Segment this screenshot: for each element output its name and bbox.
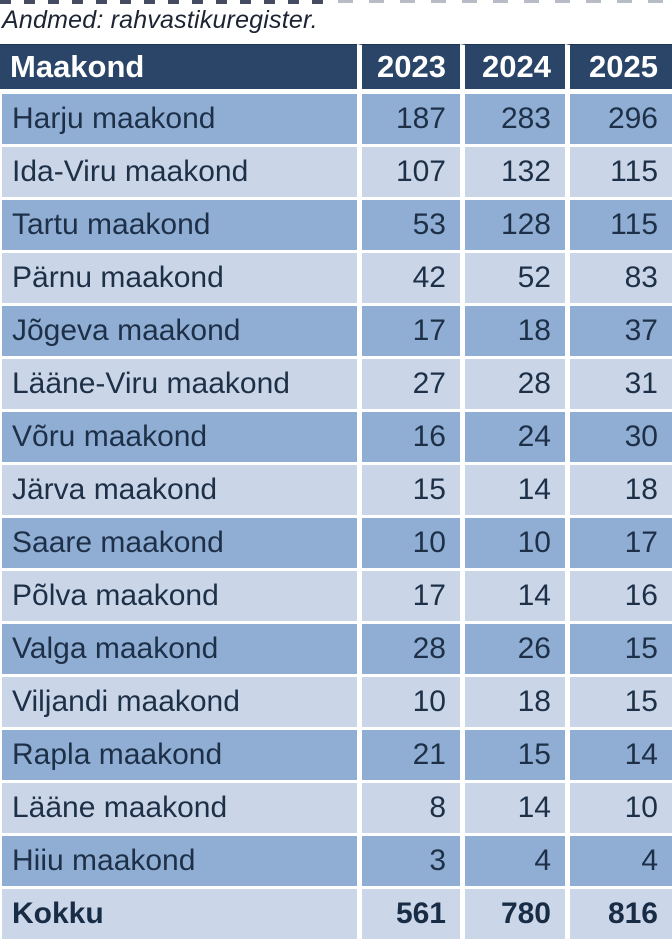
value-cell: 26 <box>460 621 565 674</box>
value-cell: 10 <box>565 780 672 833</box>
value-cell: 128 <box>460 197 565 250</box>
value-cell: 115 <box>565 144 672 197</box>
value-cell: 10 <box>357 515 460 568</box>
value-cell: 21 <box>357 727 460 780</box>
value-cell: 296 <box>565 91 672 144</box>
value-cell: 4 <box>565 833 672 886</box>
value-cell: 16 <box>565 568 672 621</box>
value-cell: 53 <box>357 197 460 250</box>
value-cell: 15 <box>565 674 672 727</box>
total-value-cell: 780 <box>460 886 565 939</box>
value-cell: 14 <box>460 780 565 833</box>
table-row: Järva maakond 15 14 18 <box>0 462 672 515</box>
table-row: Ida-Viru maakond 107 132 115 <box>0 144 672 197</box>
value-cell: 37 <box>565 303 672 356</box>
county-name-cell: Tartu maakond <box>0 197 357 250</box>
county-name-cell: Ida-Viru maakond <box>0 144 357 197</box>
county-name-cell: Saare maakond <box>0 515 357 568</box>
table-row: Lääne maakond 8 14 10 <box>0 780 672 833</box>
county-name-cell: Pärnu maakond <box>0 250 357 303</box>
county-name-cell: Valga maakond <box>0 621 357 674</box>
source-note: Andmed: rahvastikuregister. <box>2 6 318 34</box>
value-cell: 283 <box>460 91 565 144</box>
table-row: Võru maakond 16 24 30 <box>0 409 672 462</box>
value-cell: 30 <box>565 409 672 462</box>
table-row: Lääne-Viru maakond 27 28 31 <box>0 356 672 409</box>
value-cell: 4 <box>460 833 565 886</box>
column-header-2024: 2024 <box>460 44 565 91</box>
value-cell: 17 <box>565 515 672 568</box>
value-cell: 83 <box>565 250 672 303</box>
value-cell: 187 <box>357 91 460 144</box>
value-cell: 28 <box>357 621 460 674</box>
table-row: Põlva maakond 17 14 16 <box>0 568 672 621</box>
value-cell: 8 <box>357 780 460 833</box>
value-cell: 17 <box>357 568 460 621</box>
table-header-row: Maakond 2023 2024 2025 <box>0 44 672 91</box>
county-name-cell: Rapla maakond <box>0 727 357 780</box>
column-header-maakond: Maakond <box>0 44 357 91</box>
county-name-cell: Põlva maakond <box>0 568 357 621</box>
total-value-cell: 561 <box>357 886 460 939</box>
value-cell: 31 <box>565 356 672 409</box>
county-name-cell: Järva maakond <box>0 462 357 515</box>
table-row: Pärnu maakond 42 52 83 <box>0 250 672 303</box>
table-row: Valga maakond 28 26 15 <box>0 621 672 674</box>
cropped-text-remnant <box>0 0 672 5</box>
value-cell: 27 <box>357 356 460 409</box>
value-cell: 14 <box>460 568 565 621</box>
table-row: Viljandi maakond 10 18 15 <box>0 674 672 727</box>
value-cell: 52 <box>460 250 565 303</box>
value-cell: 107 <box>357 144 460 197</box>
value-cell: 15 <box>357 462 460 515</box>
county-name-cell: Harju maakond <box>0 91 357 144</box>
value-cell: 115 <box>565 197 672 250</box>
value-cell: 42 <box>357 250 460 303</box>
county-table: Maakond 2023 2024 2025 Harju maakond 187 2… <box>0 44 672 939</box>
table-row: Jõgeva maakond 17 18 37 <box>0 303 672 356</box>
column-header-2025: 2025 <box>565 44 672 91</box>
county-name-cell: Lääne maakond <box>0 780 357 833</box>
cropped-text-dark-marks <box>0 0 330 4</box>
county-name-cell: Lääne-Viru maakond <box>0 356 357 409</box>
value-cell: 3 <box>357 833 460 886</box>
county-name-cell: Hiiu maakond <box>0 833 357 886</box>
value-cell: 132 <box>460 144 565 197</box>
value-cell: 15 <box>460 727 565 780</box>
table-row: Tartu maakond 53 128 115 <box>0 197 672 250</box>
total-label-cell: Kokku <box>0 886 357 939</box>
table-row: Saare maakond 10 10 17 <box>0 515 672 568</box>
cropped-text-light-marks <box>338 0 672 3</box>
value-cell: 28 <box>460 356 565 409</box>
table-row: Hiiu maakond 3 4 4 <box>0 833 672 886</box>
value-cell: 14 <box>460 462 565 515</box>
value-cell: 18 <box>460 674 565 727</box>
value-cell: 15 <box>565 621 672 674</box>
county-name-cell: Jõgeva maakond <box>0 303 357 356</box>
value-cell: 16 <box>357 409 460 462</box>
value-cell: 24 <box>460 409 565 462</box>
value-cell: 14 <box>565 727 672 780</box>
total-value-cell: 816 <box>565 886 672 939</box>
value-cell: 18 <box>460 303 565 356</box>
column-header-2023: 2023 <box>357 44 460 91</box>
value-cell: 10 <box>460 515 565 568</box>
table-row: Rapla maakond 21 15 14 <box>0 727 672 780</box>
county-name-cell: Võru maakond <box>0 409 357 462</box>
value-cell: 10 <box>357 674 460 727</box>
value-cell: 17 <box>357 303 460 356</box>
total-row: Kokku 561 780 816 <box>0 886 672 939</box>
table-row: Harju maakond 187 283 296 <box>0 91 672 144</box>
county-name-cell: Viljandi maakond <box>0 674 357 727</box>
value-cell: 18 <box>565 462 672 515</box>
